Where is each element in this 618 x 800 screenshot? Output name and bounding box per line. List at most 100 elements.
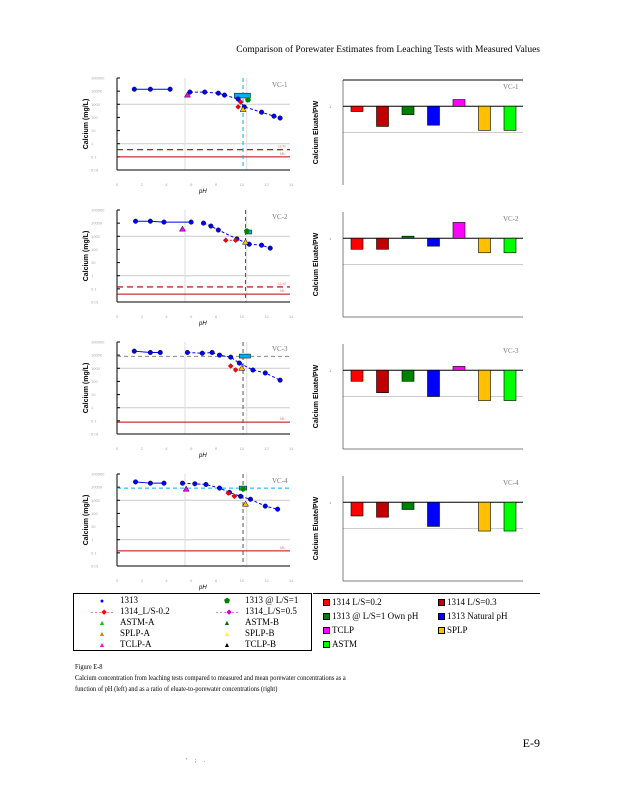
bar-astm <box>503 369 517 401</box>
series-1313-point <box>167 86 173 92</box>
legend-item: - - -◆- - 1314_L/S=0.5 <box>209 606 297 617</box>
splp-a-point <box>239 106 247 112</box>
series-1313-point <box>238 493 244 499</box>
bar-1313-l-s-1-own-ph <box>401 105 415 115</box>
circle-marker-icon: ● <box>99 597 105 605</box>
color-swatch-icon <box>323 641 330 649</box>
legend-item: SPLP <box>438 625 468 635</box>
ml-label: ML <box>280 151 286 156</box>
legend-label: TCLP-B <box>245 639 277 649</box>
series-1313-point <box>262 503 268 509</box>
right-y-axis-label: Calcium Eluate/PW <box>313 100 320 164</box>
legend-item: - - -◆- - 1314_L/S-0.2 <box>84 606 170 617</box>
x-axis-label: pH <box>198 189 207 195</box>
y-tick-label: 1 <box>91 405 94 410</box>
y-tick-label: 0.1 <box>91 286 97 291</box>
x-tick-label: 10 <box>240 578 245 583</box>
series-1313-point <box>217 485 223 491</box>
series-1313-line <box>135 220 192 223</box>
series-1313-point <box>267 245 273 251</box>
series-1314-point <box>227 363 234 369</box>
series-1313-point <box>250 367 256 373</box>
series-1313-point <box>192 481 198 487</box>
x-tick-label: 14 <box>289 446 294 451</box>
figure-caption: Figure E-8 Calcium concentration from le… <box>75 661 356 694</box>
triangle-marker-icon: ▲ <box>98 630 106 638</box>
x-tick-label: 4 <box>165 446 168 451</box>
color-swatch-icon <box>323 613 330 621</box>
panel-label: VC-2 <box>272 213 288 221</box>
bar-1313-l-s-1-own-ph <box>401 369 415 382</box>
porewater-range-box <box>239 353 251 359</box>
y-tick-label: 100 <box>91 247 98 252</box>
x-axis-label: pH <box>198 453 207 459</box>
series-1313-point <box>199 350 205 356</box>
legend-label: 1313 @ L/S=1 Own pH <box>332 611 419 621</box>
series-1313-line <box>182 482 278 510</box>
color-swatch-icon <box>438 599 445 607</box>
ml-label: ML <box>280 416 286 421</box>
series-1313-line <box>189 91 281 119</box>
bar-tclp <box>452 366 466 371</box>
series-1313-point <box>131 348 137 354</box>
bar-1314-l-s-0-2 <box>350 501 364 517</box>
y-tick-label: 1 <box>91 141 94 146</box>
right-y-axis-label: Calcium Eluate/PW <box>313 496 320 560</box>
page-number: E-9 <box>522 736 540 750</box>
y-tick-label: 100000 <box>91 340 105 345</box>
splp-a-point <box>238 364 246 371</box>
legend-item: ASTM <box>323 639 357 649</box>
y-tick-label: 0.01 <box>91 168 100 173</box>
legend-item: TCLP <box>323 625 354 635</box>
bar-1314-l-s-0-3 <box>376 369 389 393</box>
diamond-dashed-marker-icon: - - -◆- - <box>90 608 114 616</box>
x-tick-label: 0 <box>116 314 119 319</box>
legend-label: TCLP <box>332 625 355 635</box>
x-axis-label: pH <box>198 321 207 327</box>
legend-item: ⬟ 1313 @ L/S=1 <box>209 595 298 606</box>
x-tick-label: 10 <box>240 314 245 319</box>
series-1314-point <box>225 490 231 496</box>
y-tick-label: 1000 <box>91 234 101 239</box>
tclp-a-point <box>182 485 190 492</box>
y-tick-label: 10000 <box>91 221 103 226</box>
footer-marks: ' ; . <box>186 758 209 764</box>
right-y-axis-label: Calcium Eluate/PW <box>313 232 320 296</box>
caption-title: Figure E-8 <box>75 662 103 671</box>
y-tick-label: 10000 <box>91 485 103 490</box>
x-tick-label: 14 <box>289 314 294 319</box>
y-tick-label: 10 <box>91 392 96 397</box>
x-tick-label: 6 <box>190 182 193 187</box>
triangle-marker-icon: ▲ <box>223 641 231 649</box>
panel-label: VC-3 <box>503 347 519 355</box>
legend-item: ▲ SPLP-B <box>209 628 275 639</box>
series-1313-point <box>209 349 215 355</box>
legend-label: SPLP-B <box>245 628 275 638</box>
series-1313-point <box>217 352 223 358</box>
diamond-dashed-marker-icon: - - -◆- - <box>215 608 239 616</box>
x-tick-label: 0 <box>116 182 119 187</box>
panel-label: VC-2 <box>503 215 519 223</box>
series-1313-point <box>275 506 281 512</box>
y-tick-label: 1 <box>329 500 332 505</box>
series-1313-point <box>147 218 153 224</box>
legend-item: 1313 @ L/S=1 Own pH <box>323 611 418 621</box>
series-1313-point <box>161 480 167 486</box>
series-1313-point <box>179 480 185 486</box>
x-tick-label: 2 <box>141 314 144 319</box>
ml-label: ML <box>280 545 286 550</box>
y-tick-label: 1 <box>91 537 94 542</box>
series-1313-point <box>200 220 206 226</box>
legend-label: ASTM-B <box>245 617 280 627</box>
series-1314-point <box>231 493 238 500</box>
series-1313-point <box>259 109 265 115</box>
y-tick-label: 100000 <box>91 76 105 81</box>
series-1313-point <box>133 479 139 485</box>
bar-1313-natural-ph <box>427 369 440 397</box>
tclp-a-point <box>183 91 191 98</box>
x-tick-label: 14 <box>289 182 294 187</box>
legend-label: ASTM-A <box>120 617 155 627</box>
triangle-marker-icon: ▲ <box>98 619 106 627</box>
series-1313-ls1-point <box>243 228 250 234</box>
series-1313-point <box>161 219 167 225</box>
